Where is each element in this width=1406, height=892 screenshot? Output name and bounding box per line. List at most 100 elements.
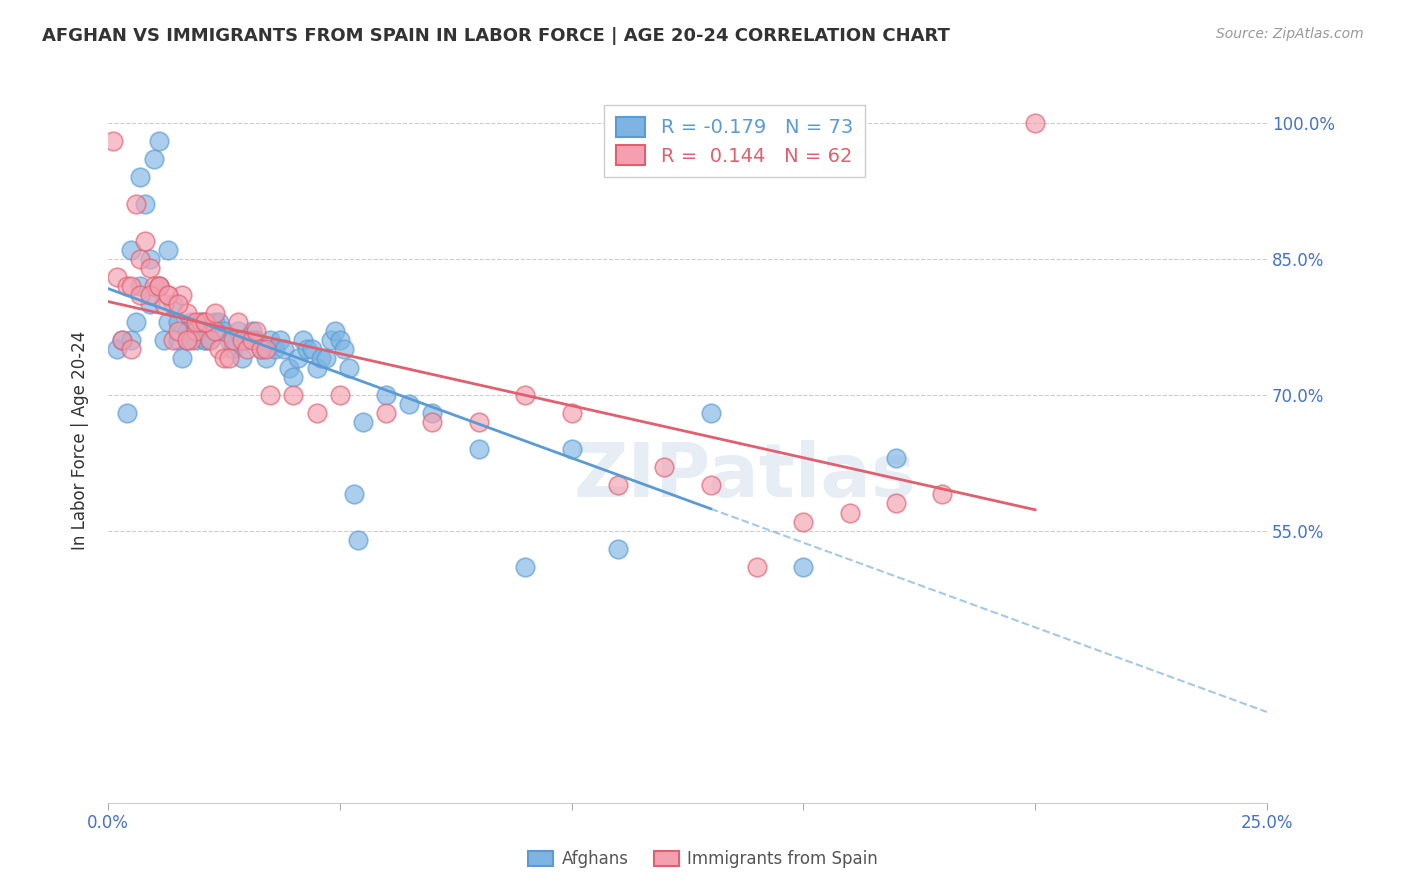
Point — [259, 334, 281, 348]
Point — [138, 252, 160, 266]
Point — [236, 334, 259, 348]
Point — [148, 279, 170, 293]
Point — [333, 343, 356, 357]
Point — [222, 343, 245, 357]
Point — [352, 415, 374, 429]
Point — [172, 288, 194, 302]
Point — [166, 297, 188, 311]
Point — [315, 351, 337, 366]
Point — [129, 170, 152, 185]
Point — [208, 315, 231, 329]
Point — [129, 288, 152, 302]
Point — [204, 324, 226, 338]
Point — [792, 560, 814, 574]
Point — [250, 343, 273, 357]
Point — [291, 334, 314, 348]
Point — [157, 243, 180, 257]
Point — [111, 334, 134, 348]
Point — [212, 351, 235, 366]
Point — [105, 343, 128, 357]
Point — [101, 134, 124, 148]
Point — [309, 351, 332, 366]
Point — [273, 343, 295, 357]
Point — [283, 369, 305, 384]
Point — [240, 334, 263, 348]
Point — [319, 334, 342, 348]
Point — [347, 533, 370, 547]
Point — [162, 297, 184, 311]
Point — [343, 487, 366, 501]
Point — [398, 397, 420, 411]
Point — [269, 334, 291, 348]
Point — [301, 343, 323, 357]
Point — [931, 487, 953, 501]
Point — [157, 288, 180, 302]
Point — [129, 279, 152, 293]
Point — [138, 288, 160, 302]
Point — [138, 260, 160, 275]
Point — [305, 360, 328, 375]
Point — [375, 406, 398, 420]
Point — [606, 478, 628, 492]
Point — [184, 334, 207, 348]
Point — [838, 506, 860, 520]
Point — [194, 334, 217, 348]
Text: Source: ZipAtlas.com: Source: ZipAtlas.com — [1216, 27, 1364, 41]
Point — [305, 406, 328, 420]
Point — [218, 334, 240, 348]
Point — [226, 324, 249, 338]
Point — [148, 279, 170, 293]
Point — [157, 315, 180, 329]
Point — [468, 415, 491, 429]
Point — [166, 334, 188, 348]
Point — [120, 334, 142, 348]
Point — [884, 496, 907, 510]
Point — [337, 360, 360, 375]
Point — [259, 387, 281, 401]
Point — [166, 324, 188, 338]
Point — [652, 460, 675, 475]
Point — [263, 343, 285, 357]
Point — [236, 343, 259, 357]
Point — [250, 343, 273, 357]
Point — [115, 406, 138, 420]
Point — [152, 297, 174, 311]
Point — [134, 197, 156, 211]
Point — [240, 324, 263, 338]
Point — [176, 334, 198, 348]
Point — [143, 152, 166, 166]
Point — [143, 279, 166, 293]
Point — [120, 343, 142, 357]
Point — [166, 315, 188, 329]
Point — [375, 387, 398, 401]
Point — [138, 297, 160, 311]
Point — [120, 243, 142, 257]
Point — [148, 279, 170, 293]
Point — [699, 478, 721, 492]
Point — [329, 334, 352, 348]
Point — [297, 343, 319, 357]
Point — [184, 315, 207, 329]
Point — [422, 415, 444, 429]
Point — [157, 288, 180, 302]
Point — [245, 324, 267, 338]
Point — [172, 351, 194, 366]
Point — [1024, 116, 1046, 130]
Point — [125, 197, 148, 211]
Point — [515, 387, 537, 401]
Point — [208, 343, 231, 357]
Point — [231, 334, 253, 348]
Legend: Afghans, Immigrants from Spain: Afghans, Immigrants from Spain — [522, 844, 884, 875]
Point — [561, 406, 583, 420]
Point — [162, 334, 184, 348]
Legend: R = -0.179   N = 73, R =  0.144   N = 62: R = -0.179 N = 73, R = 0.144 N = 62 — [605, 105, 865, 178]
Text: AFGHAN VS IMMIGRANTS FROM SPAIN IN LABOR FORCE | AGE 20-24 CORRELATION CHART: AFGHAN VS IMMIGRANTS FROM SPAIN IN LABOR… — [42, 27, 950, 45]
Text: ZIPatlas: ZIPatlas — [574, 440, 917, 513]
Point — [287, 351, 309, 366]
Point — [176, 306, 198, 320]
Point — [148, 134, 170, 148]
Point — [184, 324, 207, 338]
Point — [884, 451, 907, 466]
Y-axis label: In Labor Force | Age 20-24: In Labor Force | Age 20-24 — [72, 330, 89, 549]
Point — [194, 315, 217, 329]
